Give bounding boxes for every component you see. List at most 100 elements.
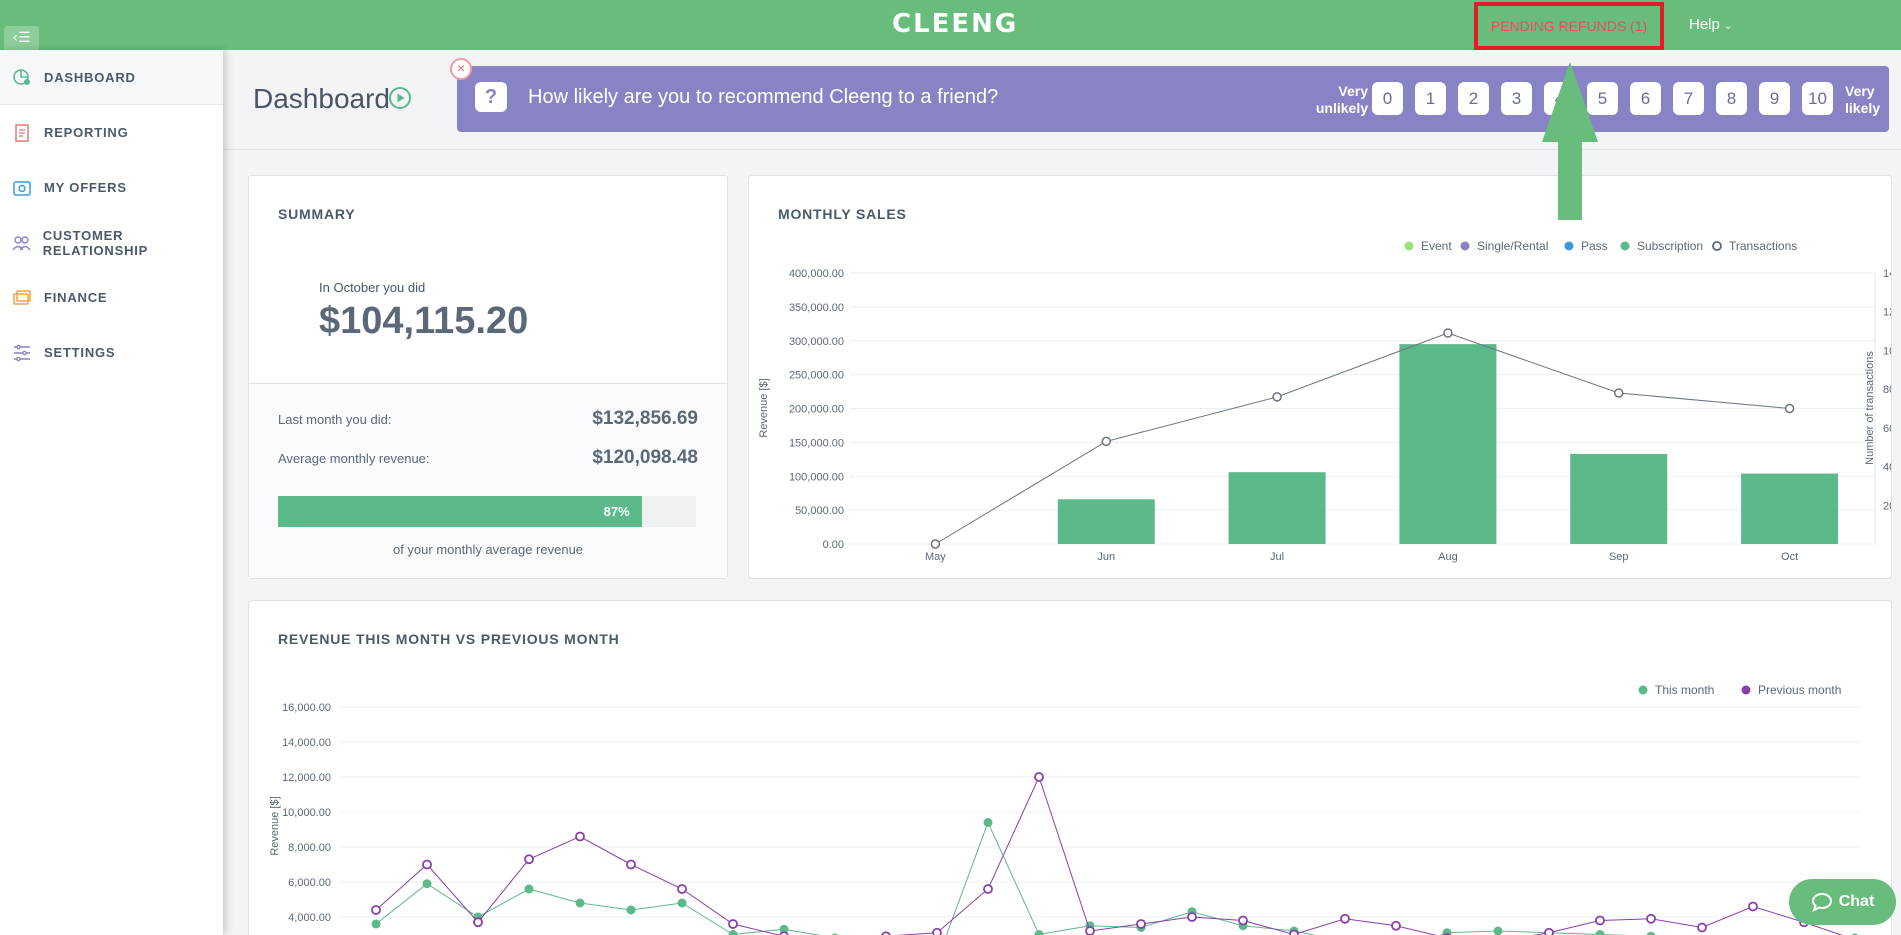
y-tick-label: 100,000.00	[789, 471, 844, 483]
y-tick-label: 50,000.00	[795, 505, 844, 517]
nps-high-label-line2: likely	[1845, 100, 1881, 116]
summary-card: SUMMARY In October you did $104,115.20 L…	[248, 175, 728, 579]
bar-Jun	[1057, 499, 1155, 544]
legend-marker	[1564, 241, 1574, 251]
help-menu[interactable]: Help ⌄	[1689, 16, 1732, 33]
this-month-point	[983, 818, 993, 827]
this-month-point	[524, 884, 534, 894]
y-tick-label: 250,000.00	[789, 370, 844, 382]
sidebar-item-my-offers[interactable]: MY OFFERS	[0, 160, 223, 215]
nps-score-9-button[interactable]: 9	[1759, 82, 1790, 115]
legend-label: This month	[1655, 683, 1714, 697]
previous-month-point	[1289, 929, 1299, 935]
question-icon: ?	[475, 82, 507, 112]
this-month-point	[1493, 926, 1503, 935]
sidebar-item-reporting[interactable]: REPORTING	[0, 105, 223, 160]
previous-month-point	[1034, 772, 1044, 782]
nps-score-3-button[interactable]: 3	[1501, 82, 1532, 115]
settings-icon	[10, 343, 34, 363]
legend-marker	[1712, 241, 1722, 251]
sidebar-item-label: DASHBOARD	[44, 69, 136, 85]
month-revenue: $104,115.20	[319, 300, 529, 342]
bar-Sep	[1570, 453, 1668, 544]
legend-label: Subscription	[1637, 239, 1703, 253]
nps-low-label-line2: unlikely	[1315, 100, 1368, 116]
revenue-compare-card: REVENUE THIS MONTH VS PREVIOUS MONTH 4,0…	[248, 600, 1892, 935]
this-month-point	[575, 898, 585, 908]
month-label: In October you did	[319, 280, 426, 295]
previous-month-point	[932, 927, 942, 935]
report-icon	[10, 123, 34, 143]
legend-label: Transactions	[1729, 239, 1797, 253]
nps-score-1-button[interactable]: 1	[1415, 82, 1446, 115]
monthly-sales-chart: 0.00 50,000.00 100,000.00 150,000.00 200,000…	[758, 239, 1891, 563]
sidebar-item-label: SETTINGS	[44, 345, 116, 360]
transactions-point-May	[930, 539, 941, 549]
this-month-line	[375, 821, 1630, 935]
previous-month-point	[779, 931, 789, 935]
this-month-point	[1442, 928, 1452, 935]
y2-tick-label: 2000	[1883, 500, 1891, 512]
chat-button[interactable]: Chat	[1789, 879, 1896, 925]
nps-score-0-button[interactable]: 0	[1372, 82, 1403, 115]
revenue-compare-chart: 4,000.00 6,000.00 8,000.00 10,000.00 12,000.…	[269, 683, 1861, 935]
play-icon[interactable]	[388, 86, 412, 115]
y2-tick-label: 8000	[1883, 384, 1891, 396]
chat-bubble-icon	[1811, 892, 1832, 912]
previous-month-point	[524, 854, 534, 865]
previous-month-point	[1697, 922, 1707, 933]
page-title: Dashboard	[253, 83, 390, 114]
legend-label: Pass	[1581, 239, 1608, 253]
previous-month-point	[983, 884, 993, 894]
y2-axis-label: Number of transactions	[1864, 351, 1876, 465]
previous-month-point	[1544, 927, 1554, 935]
previous-month-point	[728, 919, 738, 929]
summary-title: SUMMARY	[278, 206, 356, 222]
help-label: Help	[1689, 16, 1720, 33]
pending-refunds-link[interactable]: PENDING REFUNDS (1)	[1474, 2, 1664, 50]
y2-tick-label: 12000	[1883, 307, 1891, 319]
collapse-menu-icon[interactable]: ‹☰	[4, 26, 39, 50]
average-revenue-label: Average monthly revenue:	[278, 451, 430, 466]
y-tick-label: 0.00	[823, 539, 844, 551]
previous-month-point	[473, 917, 483, 928]
summary-divider	[249, 383, 727, 384]
revenue-progress-bar: 87%	[278, 496, 696, 527]
nps-question: How likely are you to recommend Cleeng t…	[528, 86, 999, 108]
cleeng-logo: CLEENG	[892, 9, 1019, 39]
header-divider	[223, 149, 1901, 150]
revenue-compare-title: REVENUE THIS MONTH VS PREVIOUS MONTH	[278, 631, 620, 647]
last-month-value: $132,856.69	[592, 408, 698, 429]
nps-score-7-button[interactable]: 7	[1673, 82, 1704, 115]
y-axis-label: Revenue [$]	[758, 378, 770, 437]
sidebar-item-finance[interactable]: FINANCE	[0, 270, 223, 325]
x-tick-label: Oct	[1781, 551, 1798, 563]
sidebar-item-settings[interactable]: SETTINGS	[0, 325, 223, 380]
y-axis-label: Revenue [$]	[269, 796, 281, 855]
finance-icon	[10, 288, 34, 308]
bar-Aug	[1399, 344, 1497, 544]
progress-caption: of your monthly average revenue	[392, 542, 584, 557]
nps-score-2-button[interactable]: 2	[1458, 82, 1489, 115]
transactions-point-Sep	[1614, 388, 1624, 398]
previous-month-point	[1748, 901, 1758, 912]
previous-month-point	[626, 859, 636, 870]
nps-high-label-line1: Very	[1845, 83, 1875, 99]
previous-month-point	[1646, 913, 1656, 924]
nps-score-5-button[interactable]: 5	[1587, 82, 1618, 115]
sidebar-item-customer-relationship[interactable]: CUSTOMER RELATIONSHIP	[0, 215, 223, 270]
customers-icon	[10, 233, 33, 253]
chevron-down-icon: ⌄	[1724, 21, 1733, 32]
nps-score-8-button[interactable]: 8	[1716, 82, 1747, 115]
sidebar-item-dashboard[interactable]: DASHBOARD	[0, 50, 223, 105]
nps-score-10-button[interactable]: 10	[1802, 82, 1833, 115]
this-month-point	[626, 905, 636, 915]
y-tick-label: 4,000.00	[288, 912, 331, 924]
nps-score-6-button[interactable]: 6	[1630, 82, 1661, 115]
previous-month-point	[1136, 919, 1146, 929]
close-icon[interactable]: ×	[450, 58, 472, 80]
x-tick-label: May	[925, 551, 946, 563]
dashboard-icon	[10, 67, 34, 87]
y2-tick-label: 10000	[1883, 345, 1891, 357]
legend-marker	[1404, 241, 1414, 251]
